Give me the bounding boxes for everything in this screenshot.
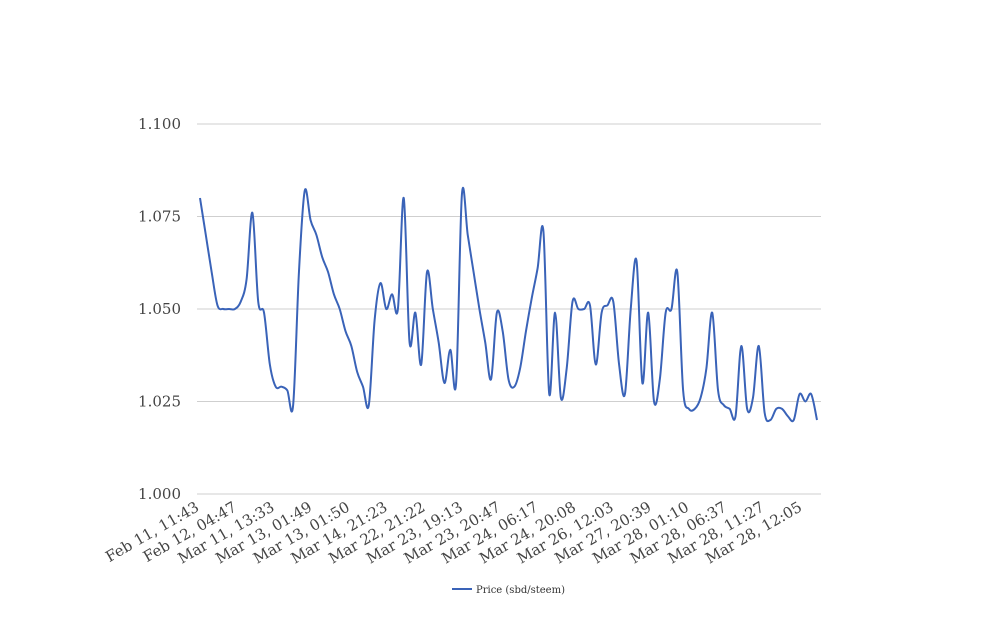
y-tick-label: 1.000 bbox=[138, 485, 181, 503]
y-tick-label: 1.100 bbox=[138, 115, 181, 133]
series-line-price bbox=[199, 186, 818, 423]
series-lines bbox=[199, 186, 818, 423]
y-tick-label: 1.025 bbox=[138, 393, 181, 411]
gridlines bbox=[197, 123, 821, 495]
y-axis-ticks: 1.000 1.025 1.050 1.075 1.100 bbox=[138, 115, 181, 503]
legend: Price (sbd/steem) bbox=[452, 585, 565, 596]
y-tick-label: 1.050 bbox=[138, 300, 181, 318]
y-tick-label: 1.075 bbox=[138, 208, 181, 226]
legend-label-price: Price (sbd/steem) bbox=[476, 585, 565, 596]
